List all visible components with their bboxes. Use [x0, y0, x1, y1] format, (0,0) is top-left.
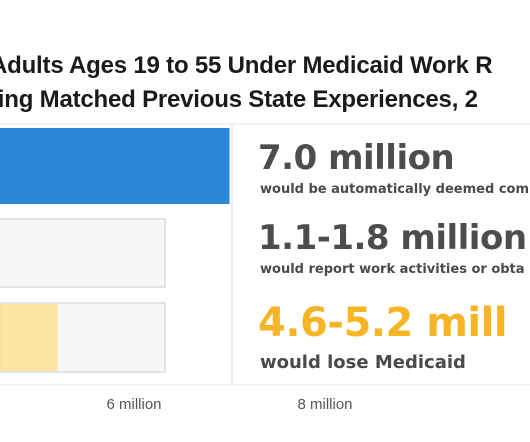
bar-2-detail-label: would report work activities or obta: [260, 262, 525, 277]
x-tick-label: 6 million: [106, 396, 161, 413]
chart-subtitle: ting Matched Previous State Experiences,…: [0, 86, 478, 113]
bar-3-value-label: 4.6-5.2 mill: [258, 300, 508, 346]
bar-1-segment-1: [0, 128, 230, 204]
bar-1-value-label: 7.0 million: [258, 138, 455, 178]
bar-2-frame: [0, 218, 166, 288]
bar-3-segment-2: [0, 304, 58, 371]
bar-1-detail-label: would be automatically deemed com: [260, 182, 530, 197]
chart-title: Adults Ages 19 to 55 Under Medicaid Work…: [0, 52, 493, 79]
x-tick-label: 8 million: [297, 396, 352, 413]
bar-3-detail-label: would lose Medicaid: [260, 352, 466, 373]
bar-2-value-label: 1.1-1.8 million: [258, 218, 527, 258]
